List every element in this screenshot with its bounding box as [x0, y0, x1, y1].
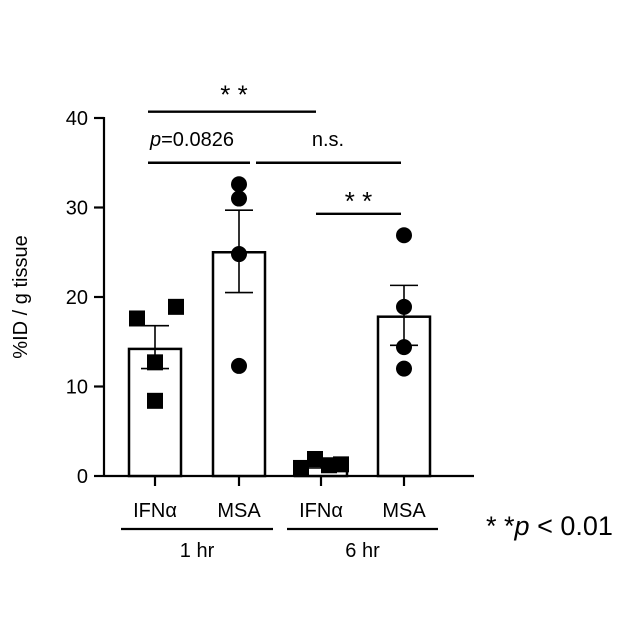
y-tick-label: 10 — [66, 377, 88, 399]
y-tick-label: 30 — [66, 198, 88, 220]
significance-label: p=0.0826 — [149, 129, 234, 151]
group-label: 6 hr — [345, 540, 380, 562]
p-symbol: p — [149, 129, 161, 151]
footnote-p: p — [514, 511, 530, 541]
data-point-circle — [396, 361, 412, 377]
category-label: MSA — [217, 500, 261, 522]
y-tick-label: 20 — [66, 287, 88, 309]
category-label: IFNα — [299, 500, 343, 522]
y-axis-label: %ID / g tissue — [10, 235, 32, 358]
p-value: =0.0826 — [161, 129, 234, 151]
error-bars — [141, 210, 418, 468]
data-point-circle — [231, 358, 247, 374]
bars — [129, 252, 430, 476]
significance-label: * * — [220, 80, 247, 110]
group-label: 1 hr — [180, 540, 215, 562]
data-point-square — [129, 310, 145, 326]
significance-label: * * — [345, 186, 372, 216]
significance-footnote: * *p < 0.01 — [486, 511, 613, 541]
category-label: IFNα — [133, 500, 177, 522]
significance-label: n.s. — [312, 129, 344, 151]
y-tick-label: 40 — [66, 108, 88, 130]
y-tick-label: 0 — [77, 466, 88, 488]
category-label: MSA — [382, 500, 426, 522]
data-point-square — [168, 299, 184, 315]
footnote-stars: * * — [486, 511, 515, 541]
data-point-square — [333, 456, 349, 472]
data-point-circle — [396, 227, 412, 243]
data-point-circle — [231, 191, 247, 207]
category-labels: IFNαMSAIFNαMSA1 hr6 hr — [121, 500, 438, 562]
data-point-circle — [231, 176, 247, 192]
data-point-square — [147, 393, 163, 409]
footnote-threshold: < 0.01 — [530, 511, 613, 541]
significance-brackets: * * p=0.0826 n.s. * * — [148, 80, 401, 216]
data-point-square — [293, 460, 309, 476]
